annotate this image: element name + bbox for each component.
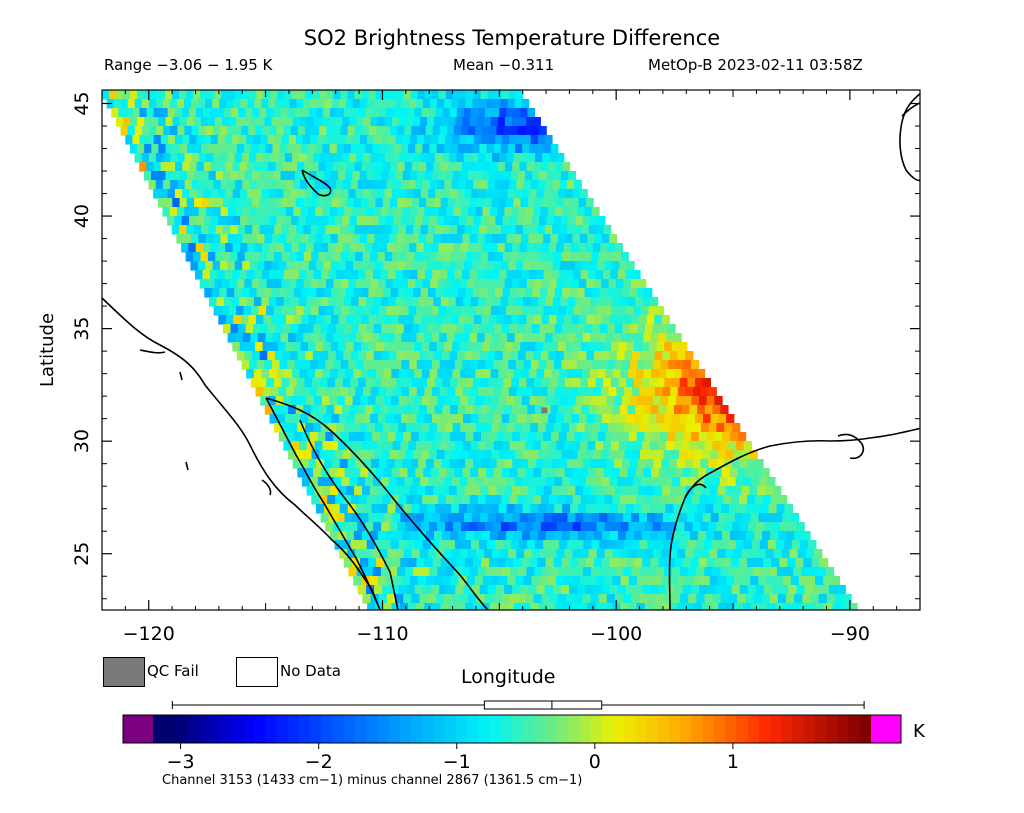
- y-tick-label: 30: [71, 429, 93, 453]
- no-data-label: No Data: [280, 662, 341, 680]
- x-tick-label: −120: [123, 623, 175, 645]
- mean-label: Mean −0.311: [453, 56, 555, 74]
- brightness-temperature-heatmap: [102, 90, 858, 610]
- y-tick-label: 45: [71, 91, 93, 115]
- y-tick-label: 25: [71, 542, 93, 566]
- no-data-swatch: [236, 657, 278, 687]
- y-tick-label: 40: [71, 204, 93, 228]
- satellite-time-label: MetOp-B 2023-02-11 03:58Z: [648, 56, 863, 74]
- y-axis-label: Latitude: [37, 313, 58, 387]
- plot-frame: [101, 89, 921, 611]
- x-axis-ticks: −120 −110 −100 −90: [101, 90, 921, 645]
- x-axis-label: Longitude: [461, 666, 556, 688]
- x-tick-label: −90: [830, 623, 870, 645]
- y-axis-ticks: 45 40 35 30 25: [71, 91, 920, 600]
- range-label: Range −3.06 − 1.95 K: [104, 56, 273, 74]
- qc-fail-swatch: [103, 657, 145, 687]
- y-tick-label: 35: [71, 317, 93, 341]
- colorbar-caption: Channel 3153 (1433 cm−1) minus channel 2…: [162, 773, 583, 788]
- qc-fail-label: QC Fail: [147, 662, 199, 680]
- x-tick-label: −110: [356, 623, 408, 645]
- x-tick-label: −100: [590, 623, 642, 645]
- chart-title: SO2 Brightness Temperature Difference: [303, 26, 721, 50]
- qc-fail-pixel: [541, 407, 548, 414]
- coastlines: [102, 92, 920, 610]
